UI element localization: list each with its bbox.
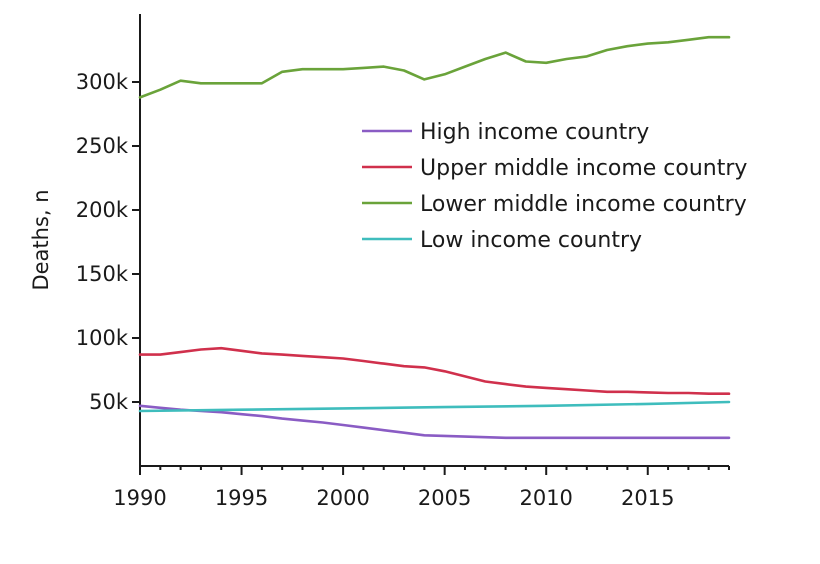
legend-label: High income country: [420, 120, 649, 145]
y-tick-label: 50k: [89, 390, 129, 414]
x-tick-label: 2010: [519, 486, 572, 510]
series-line-upper-middle-income-country: [138, 346, 731, 396]
x-tick-label: 1990: [113, 486, 166, 510]
x-tick-label: 2005: [418, 486, 471, 510]
x-tick-label: 1995: [215, 486, 268, 510]
y-tick-label: 200k: [76, 198, 129, 222]
x-tick-label: 2015: [621, 486, 674, 510]
series-line-low-income-country: [138, 400, 731, 413]
series-line-high-income-country: [138, 404, 731, 440]
legend: High income country Upper middle income c…: [362, 120, 747, 253]
plot-area: 50k 100k 150k 200k 250k 300k 1990 1995 2000 2005 2…: [76, 14, 731, 510]
y-tick-label: 150k: [76, 262, 129, 286]
y-tick-label: 100k: [76, 326, 129, 350]
legend-label: Low income country: [420, 228, 642, 253]
series-line-lower-middle-income-country: [138, 35, 731, 99]
legend-label: Lower middle income country: [420, 192, 747, 217]
y-axis-title: Deaths, n: [29, 189, 53, 290]
x-tick-label: 2000: [316, 486, 369, 510]
y-tick-label: 250k: [76, 134, 129, 158]
legend-label: Upper middle income country: [420, 156, 747, 181]
y-tick-label: 300k: [76, 70, 129, 94]
